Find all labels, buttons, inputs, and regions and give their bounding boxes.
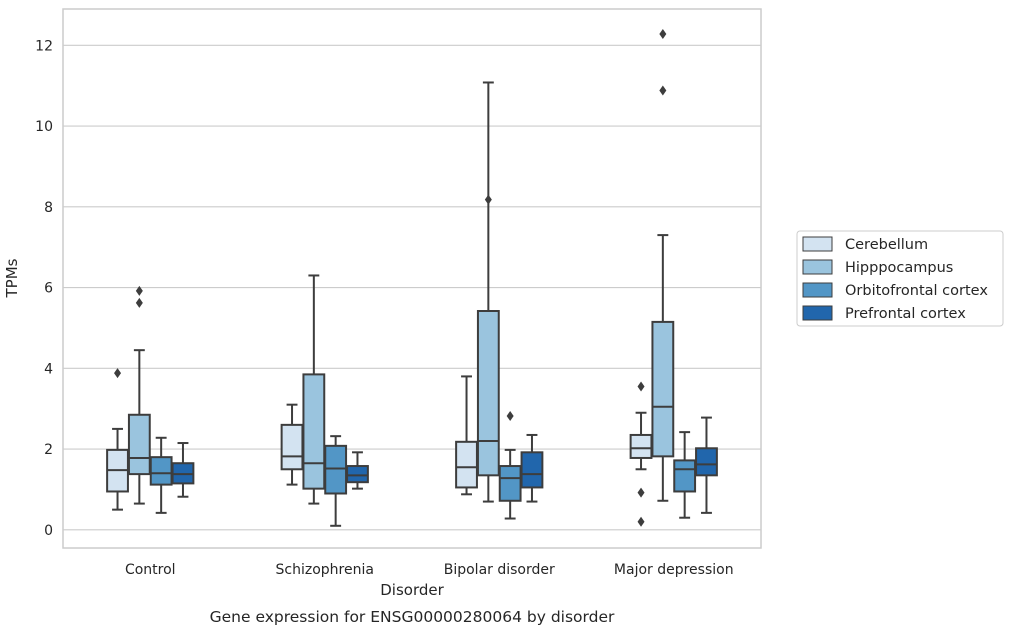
box-0-1 bbox=[280, 403, 304, 486]
legend-swatch bbox=[802, 236, 833, 252]
outlier-point bbox=[659, 29, 667, 40]
outlier-point bbox=[135, 297, 143, 308]
y-tick-label: 2 bbox=[44, 442, 53, 458]
box-0-2 bbox=[455, 375, 478, 496]
y-tick-labels: 0 2 4 6 8 10 12 bbox=[35, 38, 53, 538]
outlier-point bbox=[637, 516, 645, 527]
box-0-3 bbox=[629, 381, 653, 527]
plot-frame bbox=[62, 8, 762, 549]
box-3-1 bbox=[346, 451, 369, 490]
gridlines bbox=[63, 44, 761, 531]
x-tick-label: Bipolar disorder bbox=[444, 562, 555, 578]
x-tick-labels: Control Schizophrenia Bipolar disorder Majo… bbox=[125, 562, 734, 578]
x-tick-label: Major depression bbox=[614, 562, 734, 578]
box-3-2 bbox=[520, 433, 544, 503]
box-3-0 bbox=[171, 442, 195, 498]
box-1-0 bbox=[127, 285, 151, 505]
y-tick-label: 10 bbox=[35, 119, 53, 135]
box-rect bbox=[324, 444, 348, 495]
chart-caption: Gene expression for ENSG00000280064 by d… bbox=[210, 608, 615, 626]
legend-label: Prefrontal cortex bbox=[845, 306, 966, 322]
legend-frame bbox=[796, 230, 1004, 327]
x-tick-label: Schizophrenia bbox=[276, 562, 374, 578]
box-2-0 bbox=[149, 436, 173, 514]
box-rect bbox=[629, 433, 653, 459]
outlier-point bbox=[637, 487, 645, 498]
box-rect bbox=[149, 456, 173, 486]
legend-label: Orbitofrontal cortex bbox=[845, 283, 988, 299]
y-tick-label: 8 bbox=[44, 200, 53, 216]
box-2-1 bbox=[324, 435, 348, 527]
box-rect bbox=[455, 440, 478, 489]
y-tick-label: 12 bbox=[35, 38, 53, 54]
box-2-2 bbox=[498, 410, 522, 520]
box-rect bbox=[476, 310, 500, 477]
box-3-3 bbox=[695, 416, 718, 514]
box-1-2 bbox=[476, 81, 500, 503]
box-2-3 bbox=[673, 431, 697, 519]
outlier-point bbox=[114, 368, 122, 379]
x-axis-label: Disorder bbox=[380, 581, 444, 599]
box-rect bbox=[520, 451, 544, 489]
legend: Cerebellum Hipppocampus Orbitofrontal cort… bbox=[796, 230, 1004, 327]
legend-swatch bbox=[802, 305, 833, 321]
box-rect bbox=[280, 423, 304, 471]
box-rect bbox=[651, 320, 675, 458]
outlier-point bbox=[484, 194, 492, 205]
legend-swatch bbox=[802, 259, 833, 275]
y-axis-label: TPMs bbox=[3, 258, 21, 298]
box-rect bbox=[302, 373, 326, 490]
y-tick-label: 4 bbox=[44, 361, 53, 377]
legend-label: Hipppocampus bbox=[845, 260, 953, 276]
outlier-point bbox=[135, 285, 143, 296]
box-1-3 bbox=[651, 29, 675, 502]
box-rect bbox=[127, 413, 151, 476]
legend-label: Cerebellum bbox=[845, 237, 928, 253]
outlier-point bbox=[506, 410, 514, 421]
outlier-point bbox=[637, 381, 645, 392]
y-tick-label: 0 bbox=[44, 523, 53, 539]
box-rect bbox=[346, 465, 369, 484]
outlier-point bbox=[659, 85, 667, 96]
box-0-0 bbox=[106, 368, 129, 511]
box-1-1 bbox=[302, 274, 326, 505]
legend-swatch bbox=[802, 282, 833, 298]
box-plot-series bbox=[106, 29, 718, 527]
x-tick-label: Control bbox=[125, 562, 176, 578]
box-rect bbox=[498, 465, 522, 502]
box-rect bbox=[673, 459, 697, 493]
box-rect bbox=[695, 447, 718, 477]
y-tick-label: 6 bbox=[44, 281, 53, 297]
